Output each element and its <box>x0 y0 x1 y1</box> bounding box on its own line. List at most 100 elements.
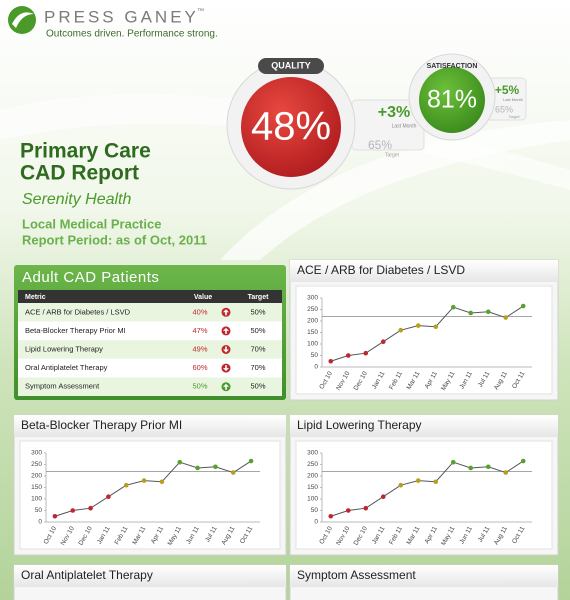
logo-swirl <box>12 12 34 28</box>
y-tick-label: 50 <box>311 507 319 514</box>
y-tick-label: 0 <box>38 519 42 526</box>
practice: Local Medical Practice <box>22 216 161 231</box>
point <box>485 464 491 470</box>
period: Report Period: as of Oct, 2011 <box>22 232 207 247</box>
y-tick-label: 50 <box>35 507 43 514</box>
point <box>213 464 218 470</box>
table-row <box>18 321 282 341</box>
y-tick-label: 200 <box>31 473 42 480</box>
quality-target-label: Target <box>385 152 400 158</box>
panel-title-bar <box>14 415 286 437</box>
chart-area <box>19 440 281 550</box>
logo: PRESS GANEY ™ Outcomes driven. Performan… <box>8 6 218 40</box>
point <box>520 303 526 309</box>
point <box>468 465 474 471</box>
point <box>141 478 147 483</box>
chart-panel: ACE / ARB for Diabetes / LSVD 0 50 100 150 20… <box>289 259 559 401</box>
point <box>363 505 369 511</box>
table-header <box>18 290 282 303</box>
swoosh <box>0 94 570 190</box>
quality-change-label: Last Month <box>392 123 417 129</box>
satisfaction-badge: SATISFACTION 81% +5% Last Month 65% Targ… <box>408 53 527 141</box>
panel-title-bar <box>14 565 286 587</box>
tagline: Outcomes driven. Performance strong. <box>46 29 218 40</box>
point <box>415 323 421 328</box>
satisfaction-circle <box>419 67 485 133</box>
target: 50% <box>250 307 265 316</box>
panel-title-bar <box>290 260 558 282</box>
point <box>415 478 421 483</box>
chart-panel: Oral Antiplatelet Therapy <box>13 564 287 600</box>
target: 50% <box>250 326 265 335</box>
point <box>345 508 351 513</box>
swoosh <box>220 120 570 260</box>
value: 47% <box>192 326 207 335</box>
panel-title-bar <box>290 415 558 437</box>
satisfaction-target: 65% <box>495 104 513 114</box>
panel-title-bar <box>290 565 558 587</box>
y-tick-label: 300 <box>307 450 318 457</box>
point <box>106 494 111 500</box>
trend-arrow <box>223 346 229 353</box>
y-tick-label: 0 <box>314 519 318 526</box>
trend-arrow <box>223 327 229 334</box>
point <box>230 470 236 475</box>
satisfaction-change: +5% <box>495 83 520 97</box>
value: 60% <box>192 363 207 372</box>
satisfaction-value: 81% <box>427 86 477 114</box>
value: 49% <box>192 344 207 353</box>
target: 70% <box>250 344 265 353</box>
y-tick-label: 300 <box>307 295 318 302</box>
point <box>328 513 334 519</box>
line <box>330 460 524 517</box>
trend-arrow <box>223 365 229 372</box>
point <box>345 353 351 358</box>
report-heading: Primary Care CAD Report Serenity Health … <box>20 140 207 248</box>
y-tick-label: 300 <box>31 450 42 457</box>
value: 40% <box>192 307 207 316</box>
chart-title: ACE / ARB for Diabetes / LSVD <box>297 263 465 277</box>
metric: ACE / ARB for Diabetes / LSVD <box>25 307 131 316</box>
chart-title: Oral Antiplatelet Therapy <box>21 568 153 582</box>
table-row <box>18 303 282 322</box>
organization: Serenity Health <box>22 191 131 208</box>
y-tick-label: 250 <box>31 461 42 468</box>
point <box>450 459 456 465</box>
point <box>485 309 491 315</box>
y-tick-label: 200 <box>307 473 318 480</box>
quality-value: 48% <box>251 105 331 149</box>
trend-arrow <box>223 383 229 390</box>
metric: Lipid Lowering Therapy <box>25 344 103 353</box>
point <box>398 327 404 333</box>
point <box>70 508 76 513</box>
column-header: Target <box>248 294 270 301</box>
satisfaction-label: SATISFACTION <box>427 63 478 70</box>
point <box>380 339 386 345</box>
y-tick-label: 50 <box>311 352 319 359</box>
table-title: Adult CAD Patients <box>22 269 159 286</box>
column-header: Metric <box>25 294 46 301</box>
value: 50% <box>192 382 207 391</box>
quality-change: +3% <box>378 104 410 121</box>
chart-title: Lipid Lowering Therapy <box>297 418 422 432</box>
quality-badge: QUALITY 48% +3% Last Month 65% Target <box>226 58 425 190</box>
patients-table: Adult CAD Patients Metric Value Target A… <box>14 265 286 400</box>
table-row <box>18 377 282 396</box>
point <box>123 482 129 488</box>
y-tick-label: 100 <box>31 496 42 503</box>
satisfaction-change-label: Last Month <box>503 97 523 102</box>
report-line1: Primary Care <box>20 140 151 163</box>
y-tick-label: 250 <box>307 306 318 313</box>
table-row <box>18 340 282 359</box>
point <box>328 358 334 364</box>
y-tick-label: 0 <box>314 364 318 371</box>
point <box>177 459 183 465</box>
chart-area <box>295 440 553 550</box>
logo-mark <box>8 6 36 34</box>
trend-arrow <box>223 309 229 316</box>
y-tick-label: 150 <box>31 484 42 491</box>
quality-circle <box>241 77 341 177</box>
point <box>433 324 439 330</box>
point <box>52 513 58 519</box>
line <box>54 460 252 517</box>
